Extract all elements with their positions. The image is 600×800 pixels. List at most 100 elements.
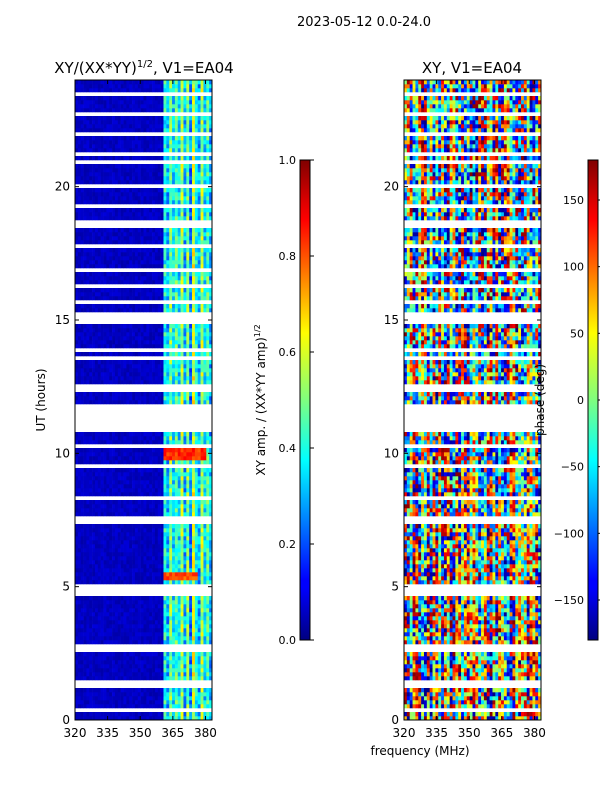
heatmap-cell [137,168,141,173]
heatmap-cell [157,508,161,513]
heatmap-cell [86,548,90,553]
heatmap-cell [86,360,90,365]
heatmap-cell [172,252,176,257]
heatmap-cell [166,212,170,217]
heatmap-cell [197,468,201,473]
heatmap-cell [149,620,153,625]
heatmap-cell [157,440,161,445]
heatmap-cell [174,232,179,237]
heatmap-cell [197,280,201,285]
heatmap-cell [80,344,84,349]
heatmap-cell [200,192,204,197]
heatmap-cell [132,180,136,185]
heatmap-cell [200,328,204,333]
heatmap-cell [183,176,187,181]
heatmap-cell [109,604,113,609]
heatmap-cell [143,660,147,665]
heatmap-cell [89,696,93,701]
heatmap-cell [143,308,147,313]
heatmap-cell [140,664,144,669]
heatmap-cell [83,456,87,461]
heatmap-cell [206,692,210,697]
heatmap-cell [186,292,190,297]
heatmap-cell [154,696,159,701]
heatmap-cell [92,668,96,673]
heatmap-cell [83,176,87,181]
heatmap-cell [94,692,99,697]
heatmap-cell [75,660,79,665]
heatmap-cell [75,308,79,313]
heatmap-cell [137,704,141,709]
heatmap-cell [103,508,107,513]
heatmap-cell [100,564,104,569]
heatmap-cell [152,288,156,293]
heatmap-cell [126,676,130,681]
heatmap-cell [186,700,190,705]
heatmap-cell [192,288,196,293]
heatmap-cell [103,360,107,365]
heatmap-cell [209,576,213,581]
heatmap-cell [134,564,139,569]
heatmap-cell [143,360,147,365]
heatmap-cell [89,508,93,513]
heatmap-cell [149,672,153,677]
heatmap-cell [200,560,204,565]
heatmap-cell [114,572,119,577]
heatmap-cell [92,508,96,513]
heatmap-cell [172,264,176,269]
heatmap-cell [132,672,136,677]
heatmap-cell [75,576,79,581]
heatmap-cell [100,248,104,253]
heatmap-cell [194,460,199,465]
heatmap-cell [137,364,141,369]
heatmap-cell [129,452,133,457]
heatmap-cell [209,264,213,269]
heatmap-cell [206,688,210,693]
heatmap-cell [80,368,84,373]
heatmap-cell [177,380,181,385]
heatmap-cell [109,712,113,717]
heatmap-cell [183,308,187,313]
heatmap-cell [197,272,201,277]
heatmap-cell [132,336,136,341]
heatmap-cell [209,612,213,617]
heatmap-cell [126,276,130,281]
heatmap-cell [137,536,141,541]
heatmap-cell [97,304,101,309]
heatmap-cell [97,276,101,281]
heatmap-cell [172,436,176,441]
heatmap-cell [169,700,173,705]
heatmap-cell [94,396,99,401]
heatmap-cell [97,672,101,677]
heatmap-cell [143,580,147,585]
heatmap-cell [120,548,124,553]
heatmap-cell [160,372,164,377]
heatmap-cell [126,612,130,617]
heatmap-cell [154,340,159,345]
heatmap-cell [169,552,173,557]
heatmap-cell [172,580,176,585]
heatmap-cell [89,248,93,253]
heatmap-cell [186,676,190,681]
heatmap-cell [180,480,184,485]
heatmap-cell [114,600,119,605]
heatmap-cell [126,380,130,385]
heatmap-cell [137,332,141,337]
heatmap-cell [129,280,133,285]
heatmap-cell [189,276,193,281]
heatmap-cell [203,304,207,309]
heatmap-cell [149,508,153,513]
heatmap-cell [203,552,207,557]
heatmap-cell [143,540,147,545]
heatmap-cell [75,508,79,513]
heatmap-cell [80,472,84,477]
heatmap-cell [180,400,184,405]
heatmap-cell [120,164,124,169]
heatmap-cell [200,620,204,625]
heatmap-cell [174,280,179,285]
heatmap-cell [86,692,90,697]
heatmap-cell [197,344,201,349]
heatmap-cell [194,704,199,709]
heatmap-cell [197,512,201,517]
heatmap-cell [154,176,159,181]
